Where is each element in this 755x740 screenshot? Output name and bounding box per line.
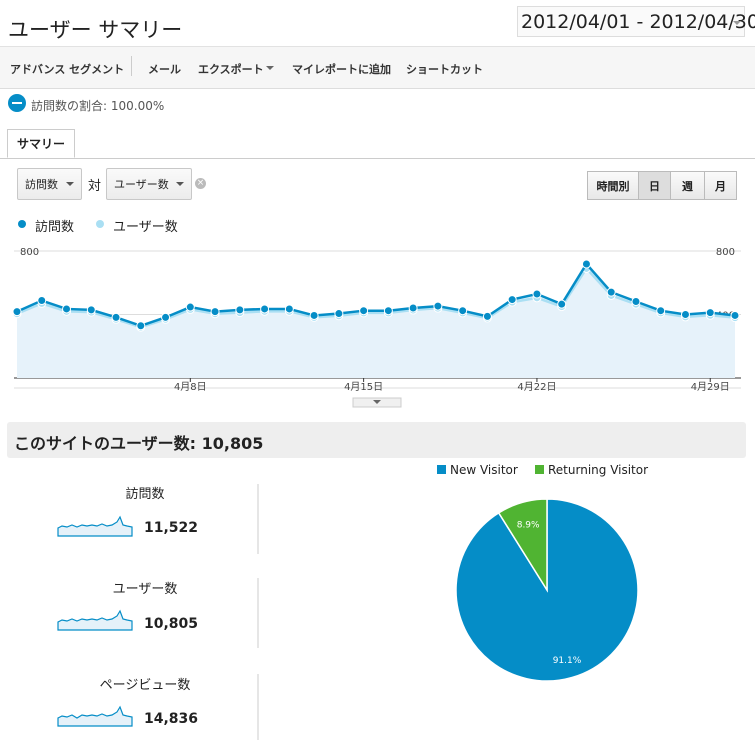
data-point (334, 309, 344, 319)
legend-label[interactable]: 訪問数 (35, 220, 75, 235)
legend-label[interactable]: ユーザー数 (113, 220, 178, 235)
data-point (730, 310, 740, 320)
compare-dropdown[interactable]: ユーザー数 (106, 168, 192, 200)
area (17, 264, 735, 378)
data-point (408, 303, 418, 313)
granularity-button[interactable]: 時間別 (587, 171, 639, 200)
legend-swatch (535, 465, 544, 474)
granularity-button[interactable]: 月 (704, 171, 737, 200)
slice-label: 8.9% (517, 520, 540, 530)
metric-label: ユーザー数 (112, 582, 178, 597)
legend-swatch (96, 220, 104, 228)
sparkline (57, 609, 133, 631)
pie-slice (497, 498, 548, 593)
line-chart: 4008004008004月8日4月15日4月22日4月29日 (12, 247, 741, 408)
data-point (309, 310, 319, 320)
data-point (210, 307, 220, 317)
sparkline (57, 705, 133, 727)
pie-chart: New Visitor Returning Visitor 91.1% 8.9% (437, 463, 648, 682)
x-tick-label: 4月8日 (174, 381, 207, 393)
data-point (359, 306, 369, 316)
metric-label: 訪問数 (125, 487, 165, 502)
separator (131, 56, 132, 76)
data-point (507, 295, 517, 305)
toolbar-item[interactable]: アドバンス セグメント (10, 63, 125, 76)
legend-swatch (18, 220, 26, 228)
summary-bar (7, 422, 746, 458)
toolbar (0, 46, 755, 89)
data-point (680, 310, 690, 319)
data-point (185, 302, 195, 312)
sparkline (57, 515, 133, 537)
data-point (161, 312, 171, 322)
granularity-button[interactable]: 日 (638, 171, 671, 200)
data-point (482, 311, 492, 321)
legend-label[interactable]: New Visitor (450, 463, 518, 477)
data-point (656, 306, 666, 316)
metric-label: ページビュー数 (99, 678, 191, 693)
data-point (86, 305, 96, 315)
data-point (235, 305, 245, 315)
page-title: ユーザー サマリー (8, 18, 183, 42)
date-range[interactable]: 2012/04/01 - 2012/04/30 (517, 6, 755, 37)
dropdown-arrow (266, 66, 274, 74)
collapse-arrow (373, 400, 381, 404)
remove-icon[interactable]: × (195, 178, 206, 189)
x-tick-label: 4月29日 (691, 381, 730, 393)
data-point (62, 304, 72, 314)
data-point (606, 287, 616, 297)
toolbar-item[interactable]: マイレポートに追加 (292, 63, 391, 76)
segment-label: 訪問数の割合: 100.00% (31, 99, 165, 113)
data-point (631, 296, 641, 306)
data-point (581, 259, 591, 269)
data-point (458, 306, 468, 316)
tab-line (0, 158, 755, 159)
data-point (12, 307, 22, 317)
tab[interactable]: サマリー (7, 129, 75, 158)
date-arrow (733, 21, 741, 29)
summary-title: このサイトのユーザー数: 10,805 (14, 434, 264, 453)
metric-value: 10,805 (144, 616, 199, 632)
metric-value: 11,522 (144, 520, 199, 536)
slice-label: 91.1% (553, 656, 582, 666)
data-point (557, 299, 567, 309)
data-point (37, 296, 47, 306)
legend-swatch (437, 465, 446, 474)
toolbar-item[interactable]: エクスポート (198, 63, 264, 76)
x-tick-label: 4月22日 (517, 381, 556, 393)
toolbar-item[interactable]: メール (148, 63, 181, 76)
data-point (532, 289, 542, 299)
data-point (136, 321, 146, 331)
metric-value: 14,836 (144, 711, 199, 727)
data-point (260, 304, 270, 314)
data-point (433, 301, 443, 311)
metric-dropdown[interactable]: 訪問数 (17, 168, 82, 200)
toolbar-item[interactable]: ショートカット (406, 63, 483, 76)
y-tick-label: 800 (20, 247, 39, 258)
versus-label: 対 (88, 179, 102, 194)
data-point (383, 306, 393, 316)
data-point (705, 308, 715, 318)
sparklines (57, 484, 259, 740)
segment-icon (8, 94, 26, 112)
legend-label[interactable]: Returning Visitor (548, 463, 648, 477)
granularity-button[interactable]: 週 (670, 171, 705, 200)
y2-tick-label: 800 (716, 247, 735, 258)
x-tick-label: 4月15日 (344, 381, 383, 393)
data-point (284, 304, 294, 314)
data-point (111, 312, 121, 322)
